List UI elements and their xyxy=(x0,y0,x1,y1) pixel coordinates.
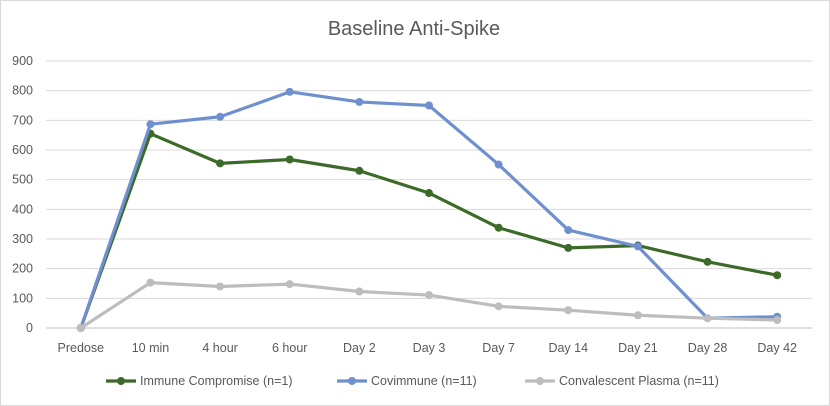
y-tick-label: 400 xyxy=(12,202,33,216)
x-tick-label: Day 2 xyxy=(343,341,376,355)
data-point xyxy=(76,324,85,332)
data-point xyxy=(564,306,573,315)
x-axis-ticks: Predose 10 min 4 hour 6 hour Day 2 Day 3 Day 7… xyxy=(58,341,797,355)
chart-title: Baseline Anti-Spike xyxy=(328,18,500,40)
x-tick-label: Day 28 xyxy=(688,341,728,355)
data-point xyxy=(146,278,155,287)
x-tick-label: 10 min xyxy=(132,341,170,355)
data-point xyxy=(425,101,433,110)
data-point xyxy=(355,287,364,296)
data-point xyxy=(703,257,712,266)
data-point xyxy=(216,159,225,168)
y-tick-label: 0 xyxy=(26,321,33,335)
x-tick-label: Day 14 xyxy=(548,341,588,355)
legend-marker-2 xyxy=(536,377,544,385)
data-point xyxy=(494,160,503,169)
y-tick-label: 300 xyxy=(12,232,33,246)
data-point xyxy=(494,223,503,232)
data-point xyxy=(564,226,573,235)
x-tick-label: Day 42 xyxy=(757,341,797,355)
data-point xyxy=(425,189,433,198)
legend-label-2: Convalescent Plasma (n=11) xyxy=(559,374,719,388)
y-tick-label: 800 xyxy=(12,84,33,98)
legend-label-0: Immune Compromise (n=1) xyxy=(140,374,292,388)
y-tick-label: 500 xyxy=(12,173,33,187)
data-point xyxy=(285,87,294,96)
x-tick-label: Day 3 xyxy=(413,341,446,355)
data-point xyxy=(355,97,364,106)
data-point xyxy=(146,120,155,129)
series-line-2 xyxy=(79,281,779,330)
legend-marker-0 xyxy=(117,377,125,385)
y-tick-label: 100 xyxy=(12,291,33,305)
y-tick-label: 700 xyxy=(12,113,33,127)
y-tick-label: 200 xyxy=(12,262,33,276)
y-tick-label: 600 xyxy=(12,143,33,157)
data-point xyxy=(216,282,225,291)
data-point xyxy=(773,315,782,324)
data-point xyxy=(494,302,503,311)
legend-marker-1 xyxy=(348,377,356,385)
data-point xyxy=(703,314,712,323)
data-point xyxy=(285,280,294,289)
x-tick-label: 6 hour xyxy=(272,341,307,355)
data-point xyxy=(355,166,364,175)
data-point xyxy=(216,112,225,121)
x-tick-label: Predose xyxy=(58,341,105,355)
data-point xyxy=(773,271,782,280)
legend-label-1: Covimmune (n=11) xyxy=(371,374,477,388)
x-tick-label: Day 7 xyxy=(482,341,515,355)
gridlines xyxy=(46,60,812,329)
data-point xyxy=(564,243,573,252)
data-point xyxy=(285,155,294,164)
data-point xyxy=(425,291,433,300)
data-point xyxy=(633,311,642,320)
data-point xyxy=(633,242,642,251)
x-tick-label: 4 hour xyxy=(202,341,237,355)
y-tick-label: 900 xyxy=(12,54,33,68)
y-axis-ticks: 0 100 200 300 400 500 600 700 800 900 xyxy=(12,54,33,335)
series-group xyxy=(76,87,782,332)
legend: Immune Compromise (n=1) Covimmune (n=11) C… xyxy=(106,374,719,388)
x-tick-label: Day 21 xyxy=(618,341,658,355)
